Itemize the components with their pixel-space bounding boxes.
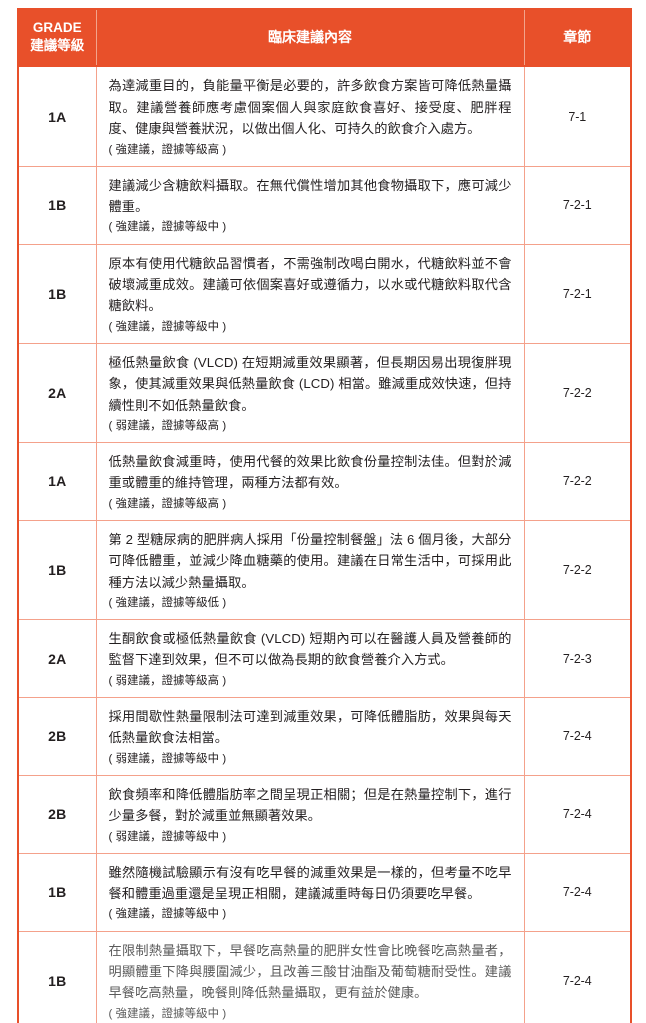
cell-recommendation: 原本有使用代糖飲品習慣者，不需強制改喝白開水，代糖飲料並不會破壞減重成效。建議可… [96, 243, 525, 344]
cell-section: 7-2-2 [524, 342, 631, 443]
recommendation-text: 採用間歇性熱量限制法可達到減重效果，可降低體脂肪，效果與每天低熱量飲食法相當。 [108, 708, 512, 746]
table-row: 2A 極低熱量飲食 (VLCD) 在短期減重效果顯著，但長期因易出現復胖現象，使其… [18, 342, 631, 443]
cell-recommendation: 雖然隨機試驗顯示有沒有吃早餐的減重效果是一樣的，但考量不吃早餐和體重過重還是呈現… [96, 852, 525, 932]
recommendation-strength-note: ( 強建議，證據等級高 ) [108, 497, 227, 510]
recommendation-text: 在限制熱量攝取下，早餐吃高熱量的肥胖女性會比晚餐吃高熱量者，明顯體重下降與腰圍減… [108, 942, 512, 1001]
cell-recommendation: 建議減少含糖飲料攝取。在無代償性增加其他食物攝取下，應可減少體重。 ( 強建議，證… [96, 165, 525, 245]
recommendation-strength-note: ( 弱建議，證據等級中 ) [108, 752, 227, 765]
recommendation-strength-note: ( 強建議，證據等級高 ) [108, 143, 227, 156]
cell-grade: 2A [18, 342, 97, 443]
cell-grade: 2B [18, 696, 97, 776]
table-row: 2B 飲食頻率和降低體脂肪率之間呈現正相關；但是在熱量控制下，進行少量多餐，對於減… [18, 774, 631, 854]
table-row: 2B 採用間歇性熱量限制法可達到減重效果，可降低體脂肪，效果與每天低熱量飲食法相當… [18, 696, 631, 776]
table-header: GRADE 建議等級 臨床建議內容 章節 [18, 9, 631, 67]
recommendation-text: 第 2 型糖尿病的肥胖病人採用「份量控制餐盤」法 6 個月後，大部分可降低體重，… [108, 531, 512, 590]
table-row: 2A 生酮飲食或極低熱量飲食 (VLCD) 短期內可以在醫護人員及營養師的監督下達… [18, 619, 631, 698]
recommendation-strength-note: ( 強建議，證據等級中 ) [108, 1007, 227, 1020]
cell-grade: 2A [18, 619, 97, 698]
cell-section: 7-2-1 [524, 243, 631, 344]
recommendation-strength-note: ( 弱建議，證據等級高 ) [108, 419, 227, 432]
cell-grade: 1B [18, 243, 97, 344]
cell-section: 7-2-4 [524, 930, 631, 1023]
cell-section: 7-2-2 [524, 519, 631, 620]
cell-recommendation: 採用間歇性熱量限制法可達到減重效果，可降低體脂肪，效果與每天低熱量飲食法相當。 (… [96, 696, 525, 776]
column-header-grade: GRADE 建議等級 [18, 9, 97, 67]
recommendation-text: 雖然隨機試驗顯示有沒有吃早餐的減重效果是一樣的，但考量不吃早餐和體重過重還是呈現… [108, 864, 512, 902]
recommendation-strength-note: ( 強建議，證據等級中 ) [108, 221, 227, 234]
cell-grade: 1A [18, 65, 97, 167]
recommendation-text: 為達減重目的，負能量平衡是必要的，許多飲食方案皆可降低熱量攝取。建議營養師應考慮… [108, 78, 512, 137]
table-body: 1A 為達減重目的，負能量平衡是必要的，許多飲食方案皆可降低熱量攝取。建議營養師應… [18, 65, 631, 1023]
recommendation-text: 飲食頻率和降低體脂肪率之間呈現正相關；但是在熱量控制下，進行少量多餐，對於減重並… [108, 786, 512, 824]
cell-section: 7-2-4 [524, 852, 631, 932]
guideline-table-container: GRADE 建議等級 臨床建議內容 章節 1A 為達減重目的，負能量平衡是必要的，… [17, 8, 632, 1023]
table-row: 1A 為達減重目的，負能量平衡是必要的，許多飲食方案皆可降低熱量攝取。建議營養師應… [18, 65, 631, 167]
recommendation-strength-note: ( 強建議，證據等級中 ) [108, 320, 227, 333]
table-row: 1B 建議減少含糖飲料攝取。在無代償性增加其他食物攝取下，應可減少體重。 ( 強建議… [18, 165, 631, 245]
recommendation-strength-note: ( 弱建議，證據等級高 ) [108, 674, 227, 687]
cell-grade: 1B [18, 165, 97, 245]
cell-section: 7-2-4 [524, 774, 631, 854]
cell-recommendation: 生酮飲食或極低熱量飲食 (VLCD) 短期內可以在醫護人員及營養師的監督下達到效… [96, 619, 525, 698]
cell-recommendation: 第 2 型糖尿病的肥胖病人採用「份量控制餐盤」法 6 個月後，大部分可降低體重，… [96, 519, 525, 620]
column-header-content: 臨床建議內容 [96, 9, 525, 67]
cell-recommendation: 飲食頻率和降低體脂肪率之間呈現正相關；但是在熱量控制下，進行少量多餐，對於減重並… [96, 774, 525, 854]
recommendation-strength-note: ( 強建議，證據等級中 ) [108, 908, 227, 921]
table-row: 1B 在限制熱量攝取下，早餐吃高熱量的肥胖女性會比晚餐吃高熱量者，明顯體重下降與腰… [18, 930, 631, 1023]
cell-section: 7-1 [524, 65, 631, 167]
column-header-grade-line1: GRADE [32, 20, 82, 35]
cell-grade: 1A [18, 442, 97, 521]
recommendation-text: 低熱量飲食減重時，使用代餐的效果比飲食份量控制法佳。但對於減重或體重的維持管理，… [108, 454, 512, 491]
column-header-section: 章節 [524, 9, 631, 67]
cell-grade: 2B [18, 774, 97, 854]
cell-section: 7-2-1 [524, 165, 631, 245]
cell-grade: 1B [18, 519, 97, 620]
cell-recommendation: 為達減重目的，負能量平衡是必要的，許多飲食方案皆可降低熱量攝取。建議營養師應考慮… [96, 65, 525, 167]
recommendation-text: 生酮飲食或極低熱量飲食 (VLCD) 短期內可以在醫護人員及營養師的監督下達到效… [108, 631, 512, 668]
header-row: GRADE 建議等級 臨床建議內容 章節 [18, 9, 631, 67]
table-row: 1B 第 2 型糖尿病的肥胖病人採用「份量控制餐盤」法 6 個月後，大部分可降低體… [18, 519, 631, 620]
table-row: 1A 低熱量飲食減重時，使用代餐的效果比飲食份量控制法佳。但對於減重或體重的維持管… [18, 442, 631, 521]
recommendation-strength-note: ( 弱建議，證據等級中 ) [108, 830, 227, 843]
recommendation-text: 極低熱量飲食 (VLCD) 在短期減重效果顯著，但長期因易出現復胖現象，使其減重… [108, 354, 512, 413]
recommendation-text: 建議減少含糖飲料攝取。在無代償性增加其他食物攝取下，應可減少體重。 [108, 177, 512, 215]
recommendation-text: 原本有使用代糖飲品習慣者，不需強制改喝白開水，代糖飲料並不會破壞減重成效。建議可… [108, 255, 512, 314]
table-row: 1B 原本有使用代糖飲品習慣者，不需強制改喝白開水，代糖飲料並不會破壞減重成效。建… [18, 243, 631, 344]
cell-section: 7-2-4 [524, 696, 631, 776]
clinical-recommendation-table: GRADE 建議等級 臨床建議內容 章節 1A 為達減重目的，負能量平衡是必要的，… [17, 8, 632, 1023]
cell-section: 7-2-2 [524, 442, 631, 521]
recommendation-strength-note: ( 強建議，證據等級低 ) [108, 596, 227, 609]
cell-recommendation: 極低熱量飲食 (VLCD) 在短期減重效果顯著，但長期因易出現復胖現象，使其減重… [96, 342, 525, 443]
column-header-grade-line2: 建議等級 [30, 38, 85, 54]
cell-recommendation: 低熱量飲食減重時，使用代餐的效果比飲食份量控制法佳。但對於減重或體重的維持管理，… [96, 442, 525, 521]
cell-grade: 1B [18, 852, 97, 932]
table-row: 1B 雖然隨機試驗顯示有沒有吃早餐的減重效果是一樣的，但考量不吃早餐和體重過重還是… [18, 852, 631, 932]
cell-section: 7-2-3 [524, 619, 631, 698]
cell-recommendation: 在限制熱量攝取下，早餐吃高熱量的肥胖女性會比晚餐吃高熱量者，明顯體重下降與腰圍減… [96, 930, 525, 1023]
cell-grade: 1B [18, 930, 97, 1023]
